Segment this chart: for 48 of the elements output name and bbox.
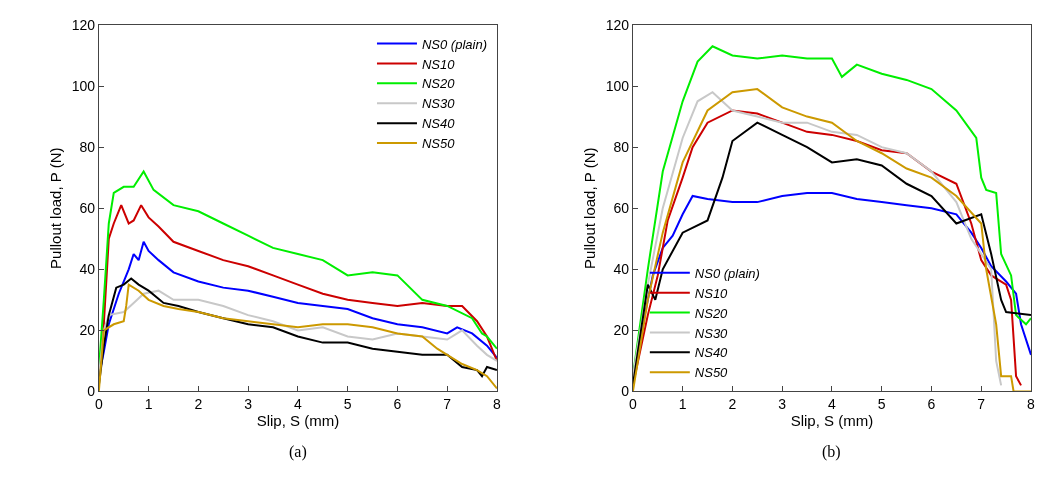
y-tick-label: 40 [79,261,96,278]
x-tick-label: 4 [294,396,302,413]
legend-label: NS20 [421,76,456,92]
y-tick-label: 100 [71,77,96,94]
legend-label: NS40 [694,345,729,361]
text: (a) [289,443,307,461]
y-tick-label: 60 [79,200,96,217]
x-tick-label: 6 [393,396,402,413]
text: (b) [822,443,841,461]
legend-label: NS0 (plain) [421,36,487,52]
y-tick-label: 100 [605,77,630,94]
x-tick-label: 4 [828,396,837,413]
x-tick-label: 5 [877,396,886,413]
y-tick-label: 120 [71,16,96,33]
legend-label: NS10 [421,56,456,72]
y-tick-label: 120 [605,16,630,33]
x-tick-label: 8 [1027,396,1036,413]
x-tick-label: 1 [144,396,153,413]
y-tick-label: 60 [613,200,630,217]
legend-label: NS10 [694,285,729,301]
x-tick-label: 2 [728,396,737,413]
legend-label: NS0 (plain) [694,265,760,281]
x-tick-label: 1 [678,396,687,413]
legend-label: NS30 [421,96,456,112]
x-tick-label: 7 [443,396,452,413]
x-tick-label: 7 [977,396,986,413]
y-tick-label: 20 [613,322,630,339]
legend-label: NS30 [694,325,729,341]
y-tick-label: 40 [613,261,630,278]
y-tick-label: 20 [79,322,96,339]
y-axis-title: Pullout load, P (N) [580,147,598,269]
x-tick-label: 3 [244,396,253,413]
x-tick-label: 8 [493,396,502,413]
x-axis-title: Slip, S (mm) [790,412,874,430]
legend-label: NS20 [694,305,729,321]
y-tick-label: 80 [613,139,630,156]
x-tick-label: 5 [343,396,352,413]
x-axis-title: Slip, S (mm) [256,412,340,430]
legend-label: NS50 [694,365,729,381]
x-tick-label: 2 [194,396,203,413]
legend-label: NS50 [421,136,456,152]
y-tick-label: 0 [621,383,630,400]
legend-label: NS40 [421,116,456,132]
x-tick-label: 6 [927,396,936,413]
y-axis-title: Pullout load, P (N) [46,147,64,269]
x-tick-label: 3 [778,396,787,413]
y-tick-label: 0 [87,383,96,400]
y-tick-label: 80 [79,139,96,156]
